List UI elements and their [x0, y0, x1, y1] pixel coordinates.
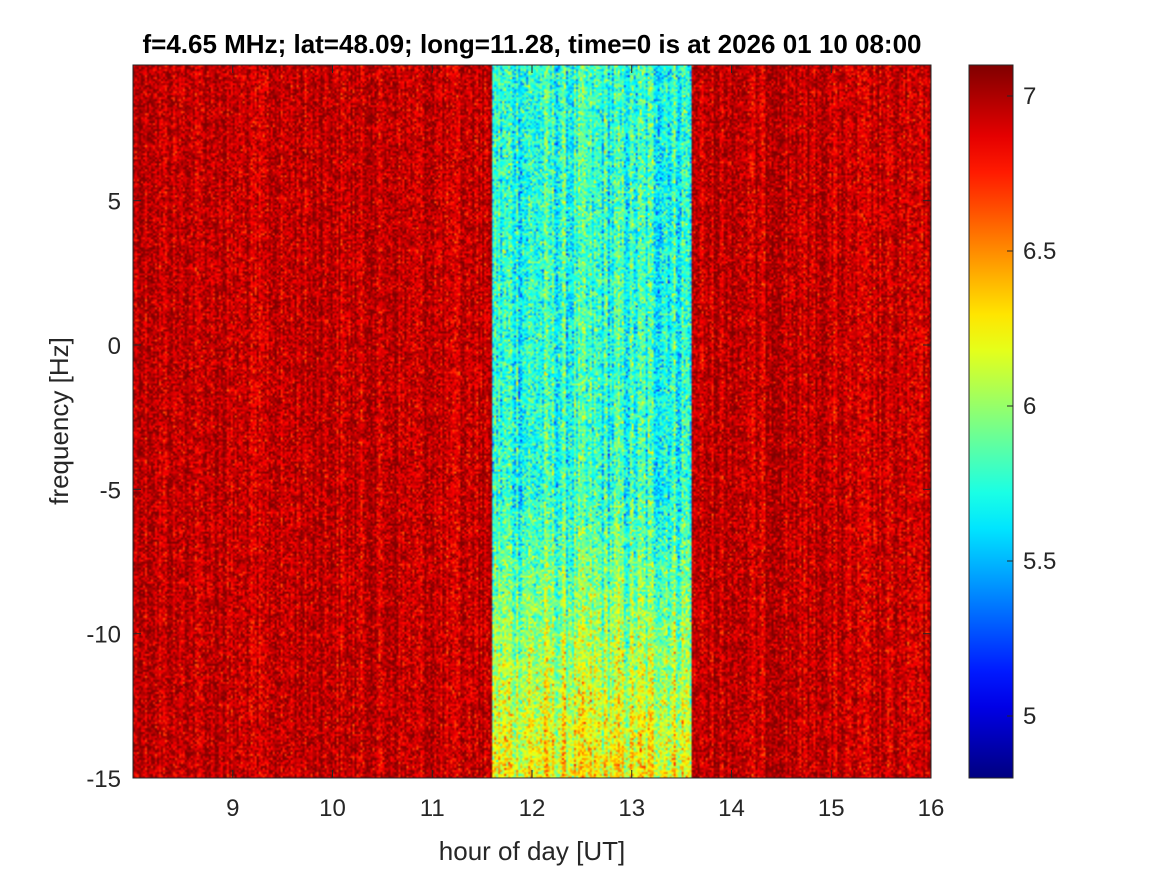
y-axis-label: frequency [Hz] [44, 337, 74, 505]
x-tick-label: 9 [226, 795, 239, 822]
colorbar-tick-label: 5 [1023, 703, 1036, 730]
x-tick-label: 14 [718, 795, 745, 822]
colorbar: 5 5.5 6 6.5 7 [968, 64, 1056, 779]
colorbar-tick-label: 6 [1023, 393, 1036, 420]
x-axis-ticks: 9 10 11 12 13 14 15 16 [226, 65, 944, 822]
x-tick-label: 16 [918, 795, 945, 822]
y-tick-label: 0 [108, 333, 121, 360]
colorbar-ticks: 5 5.5 6 6.5 7 [1007, 83, 1056, 730]
y-tick-label: -10 [86, 622, 121, 649]
y-axis-ticks: -15 -10 -5 0 5 [86, 189, 931, 793]
x-tick-label: 10 [319, 795, 346, 822]
spectrogram-plot-area [132, 64, 932, 779]
colorbar-frame [968, 64, 1014, 779]
colorbar-tick-label: 5.5 [1023, 548, 1056, 575]
y-tick-label: -5 [100, 477, 121, 504]
x-tick-label: 13 [618, 795, 645, 822]
x-tick-label: 12 [519, 795, 546, 822]
x-tick-label: 11 [420, 795, 445, 822]
colorbar-tick-label: 6.5 [1023, 238, 1056, 265]
y-tick-label: 5 [108, 189, 121, 216]
colorbar-gradient [969, 65, 1013, 778]
chart-title: f=4.65 MHz; lat=48.09; long=11.28, time=… [142, 29, 921, 59]
spectrogram-heatmap [133, 65, 931, 778]
colorbar-tick-label: 7 [1023, 83, 1036, 110]
x-tick-label: 15 [818, 795, 845, 822]
x-axis-label: hour of day [UT] [439, 836, 625, 866]
y-tick-label: -15 [86, 766, 121, 793]
